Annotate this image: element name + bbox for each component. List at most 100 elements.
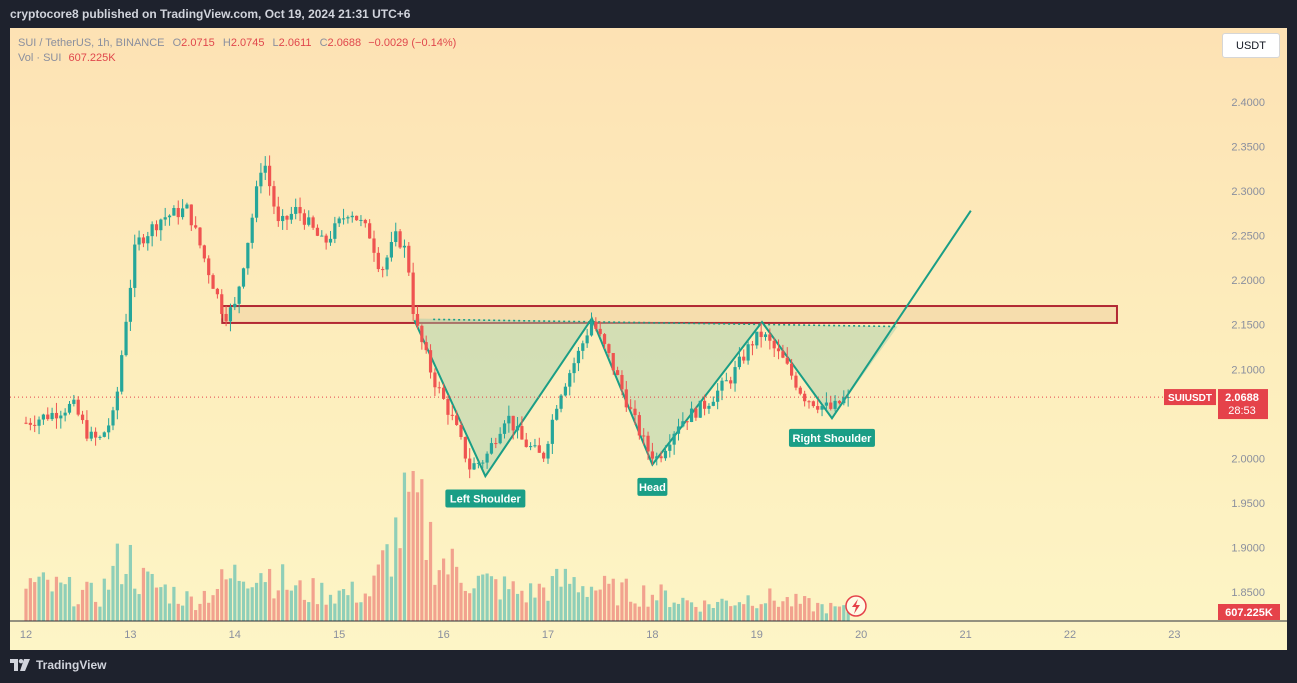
candle-body bbox=[346, 217, 350, 219]
volume-bar bbox=[437, 570, 441, 621]
volume-bar bbox=[172, 586, 176, 621]
volume-bar bbox=[703, 600, 707, 621]
candle-body bbox=[337, 218, 341, 224]
tradingview-brand[interactable]: TradingView bbox=[10, 658, 106, 672]
candle-body bbox=[228, 307, 233, 322]
volume-bar bbox=[685, 600, 689, 621]
volume-bar bbox=[115, 543, 119, 621]
candle-body bbox=[28, 422, 32, 425]
candle-body bbox=[54, 412, 59, 419]
annotation-label[interactable]: Left Shoulder bbox=[445, 489, 526, 508]
replay-lightning-icon[interactable] bbox=[845, 595, 867, 617]
candle-body bbox=[776, 348, 781, 352]
volume-bar bbox=[585, 596, 589, 621]
tradingview-logo-icon bbox=[10, 659, 30, 671]
candle-body bbox=[650, 451, 654, 459]
volume-bar bbox=[28, 578, 32, 621]
candle-body bbox=[250, 217, 254, 243]
candle-body bbox=[768, 334, 772, 341]
candle-body bbox=[559, 395, 563, 409]
candle-body bbox=[790, 363, 794, 376]
volume-bar bbox=[655, 600, 659, 621]
candle-body bbox=[759, 331, 763, 338]
candle-body bbox=[750, 344, 755, 346]
candle-body bbox=[324, 235, 328, 243]
volume-bar bbox=[568, 583, 572, 621]
publisher-text: cryptocore8 published on TradingView.com… bbox=[10, 7, 411, 21]
symbol-description[interactable]: SUI / TetherUS, 1h, BINANCE bbox=[18, 37, 165, 49]
candle-body bbox=[816, 406, 820, 410]
candle-body bbox=[798, 387, 802, 394]
volume-bar bbox=[333, 603, 337, 621]
volume-bar bbox=[515, 593, 520, 621]
candle-body bbox=[385, 257, 389, 270]
annotation-label[interactable]: Right Shoulder bbox=[788, 428, 875, 447]
price-tick-label: 2.3000 bbox=[1231, 186, 1265, 198]
volume-bar bbox=[824, 613, 828, 621]
candle-body bbox=[515, 426, 520, 431]
candle-body bbox=[737, 356, 741, 368]
currency-button[interactable]: USDT bbox=[1222, 33, 1280, 58]
volume-bar bbox=[163, 584, 167, 621]
volume-bar bbox=[120, 584, 124, 621]
candle-body bbox=[137, 237, 141, 245]
candle-body bbox=[224, 313, 228, 322]
candle-body bbox=[481, 462, 485, 464]
volume-bar bbox=[476, 575, 480, 621]
brand-name: TradingView bbox=[36, 658, 107, 672]
volume-bar bbox=[498, 599, 502, 621]
candle-body bbox=[546, 443, 550, 459]
volume-bar bbox=[750, 605, 755, 621]
candle-body bbox=[233, 303, 237, 308]
candle-body bbox=[167, 215, 172, 218]
candle-body bbox=[215, 288, 219, 295]
volume-bar bbox=[729, 606, 733, 621]
volume-bar bbox=[37, 576, 41, 621]
annotation-label[interactable]: Head bbox=[637, 477, 668, 496]
volume-bar bbox=[415, 492, 420, 621]
candle-body bbox=[407, 245, 411, 273]
candle-body bbox=[415, 313, 420, 326]
candle-body bbox=[785, 357, 789, 364]
resistance-zone-rect[interactable] bbox=[221, 305, 1118, 324]
candle-body bbox=[37, 419, 41, 426]
volume-bar bbox=[820, 604, 824, 621]
volume-bar bbox=[268, 568, 272, 621]
volume-bar bbox=[428, 521, 433, 621]
close-label: C bbox=[319, 37, 328, 49]
volume-bar bbox=[346, 595, 350, 621]
volume-bar bbox=[215, 588, 219, 621]
candle-body bbox=[220, 294, 224, 314]
candle-body bbox=[842, 397, 846, 404]
volume-bar bbox=[302, 599, 306, 621]
candle-body bbox=[524, 439, 528, 447]
candle-body bbox=[724, 380, 728, 382]
volume-bar bbox=[154, 587, 159, 621]
volume-bar bbox=[611, 578, 615, 621]
volume-label[interactable]: Vol · SUI bbox=[18, 52, 62, 64]
volume-bar bbox=[598, 589, 602, 621]
candle-body bbox=[829, 402, 833, 409]
volume-bar bbox=[537, 583, 541, 621]
volume-bar bbox=[846, 611, 850, 621]
candle-body bbox=[624, 389, 628, 408]
volume-bar bbox=[698, 611, 702, 621]
volume-bar bbox=[420, 479, 424, 621]
candlesticks bbox=[24, 155, 850, 479]
volume-bar bbox=[133, 588, 137, 621]
volume-bar bbox=[816, 602, 820, 621]
candle-body bbox=[781, 351, 785, 358]
candle-body bbox=[85, 420, 89, 439]
volume-bar bbox=[359, 602, 363, 621]
candle-body bbox=[189, 204, 193, 226]
candle-body bbox=[154, 224, 159, 231]
volume-bar bbox=[620, 582, 624, 621]
chart-pane[interactable]: Left Shoulder Head Right Shoulder 2.4000 2.… bbox=[10, 28, 1287, 650]
volume-bar bbox=[402, 472, 407, 621]
volume-bar bbox=[394, 517, 398, 621]
volume-bar bbox=[98, 606, 102, 621]
candle-body bbox=[533, 445, 537, 447]
price-tick-label: 2.3500 bbox=[1231, 142, 1265, 154]
